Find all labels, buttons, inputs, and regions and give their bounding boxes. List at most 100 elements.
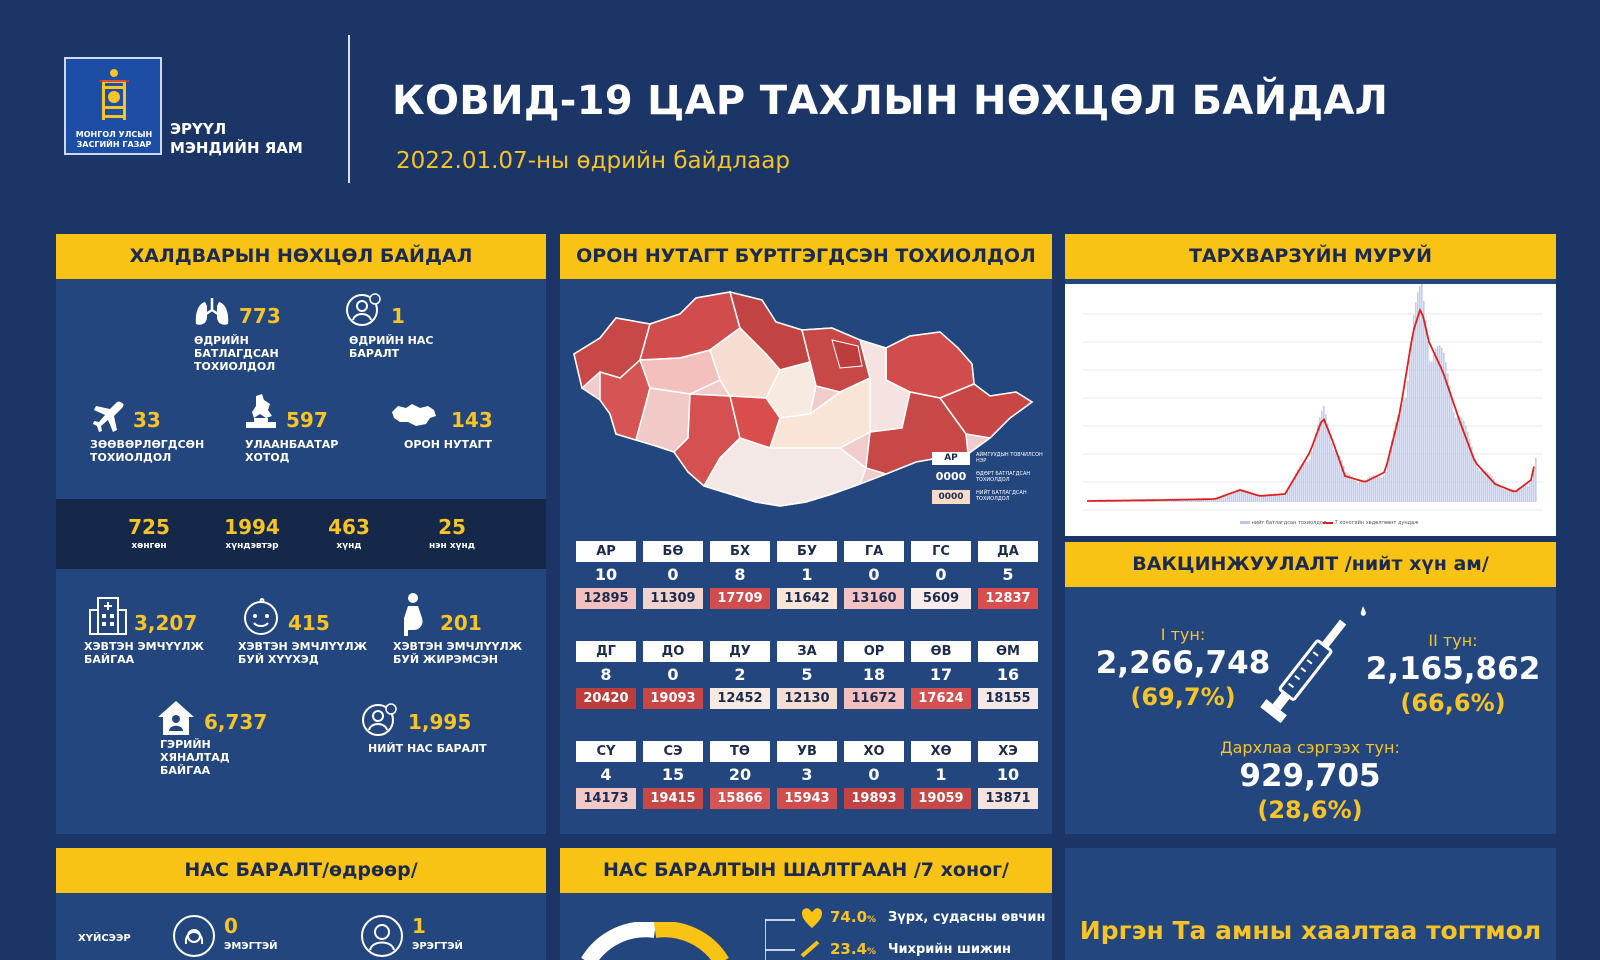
case-bar bbox=[1367, 478, 1369, 502]
case-bar bbox=[1483, 470, 1485, 502]
legend-total-text: НИЙТ БАТЛАГДСАН ТОХИОЛДОЛ bbox=[976, 490, 1027, 502]
airplane-icon bbox=[93, 401, 124, 432]
province-code: ГА bbox=[844, 541, 904, 562]
case-bar bbox=[1507, 488, 1509, 502]
case-bar bbox=[1385, 472, 1387, 502]
province-total: 17624 bbox=[911, 688, 971, 709]
case-bar bbox=[1207, 499, 1209, 502]
province-code: УВ bbox=[777, 741, 837, 762]
case-bar bbox=[1501, 487, 1503, 502]
logo-caption: МОНГОЛ УЛСЫН ЗАСГИЙН ГАЗАР bbox=[75, 130, 153, 149]
dose2-value: 2,165,862 bbox=[1365, 651, 1541, 687]
page-subtitle: 2022.01.07-ны өдрийн байдлаар bbox=[396, 148, 790, 174]
province-daily: 1 bbox=[801, 565, 813, 584]
case-bar bbox=[1295, 473, 1297, 502]
epi-chart: нийт батлагдсан тохиолдол 7 хоногийн хөд… bbox=[1065, 283, 1556, 536]
mild-value: 725 bbox=[128, 515, 170, 539]
case-bar bbox=[1387, 461, 1389, 502]
case-bar bbox=[1319, 416, 1321, 502]
header-divider bbox=[348, 35, 350, 183]
case-bar bbox=[1317, 424, 1319, 502]
case-bar bbox=[1163, 500, 1165, 502]
case-bar bbox=[1193, 499, 1195, 502]
case-bar bbox=[1307, 461, 1309, 502]
province-daily: 4 bbox=[600, 765, 612, 784]
case-bar bbox=[1219, 497, 1221, 502]
province-daily: 2 bbox=[734, 665, 746, 684]
case-bar bbox=[1531, 480, 1533, 502]
case-bar bbox=[1405, 397, 1407, 502]
case-bar bbox=[1493, 479, 1495, 502]
daily-cases-label: ӨДРИЙН БАТЛАГДСАН ТОХИОЛДОЛ bbox=[194, 334, 279, 373]
case-bar bbox=[1409, 358, 1411, 502]
case-bar bbox=[1323, 405, 1325, 502]
case-bar bbox=[1271, 494, 1273, 502]
case-bar bbox=[1461, 418, 1463, 502]
line-swatch bbox=[1323, 521, 1333, 524]
case-bar bbox=[1229, 493, 1231, 502]
case-bar bbox=[1337, 452, 1339, 502]
province-code: БХ bbox=[710, 541, 770, 562]
total-deaths-value: 1,995 bbox=[408, 710, 472, 734]
cause-1-pct: 74.0% bbox=[830, 908, 876, 926]
cause-2-text: Чихрийн шижин bbox=[888, 942, 1011, 957]
case-bar bbox=[1287, 490, 1289, 502]
gender-label: ХҮЙСЭЭР bbox=[78, 933, 131, 944]
case-bar bbox=[1445, 362, 1447, 502]
case-bar bbox=[1383, 475, 1385, 502]
case-bar bbox=[1479, 470, 1481, 502]
epi-heading: ТАРХВАРЗҮЙН МУРУЙ bbox=[1065, 234, 1556, 279]
local-heading: ОРОН НУТАГТ БҮРТГЭГДСЭН ТОХИОЛДОЛ bbox=[560, 234, 1052, 279]
vaccination-heading: ВАКЦИНЖУУЛАЛТ /нийт хүн ам/ bbox=[1065, 542, 1556, 587]
case-bar bbox=[1321, 410, 1323, 502]
case-bar bbox=[1375, 475, 1377, 502]
vaccination-panel: ВАКЦИНЖУУЛАЛТ /нийт хүн ам/ I тун: 2,266… bbox=[1065, 542, 1556, 834]
province-daily: 20 bbox=[728, 765, 752, 784]
case-bar bbox=[1297, 469, 1299, 502]
case-bar bbox=[1241, 489, 1243, 502]
children-label: ХЭВТЭН ЭМЧЛҮҮЛЖ БУЙ ХҮҮХЭД bbox=[238, 640, 368, 666]
cause-2-pct-unit: % bbox=[867, 947, 877, 957]
province-total: 15943 bbox=[777, 788, 837, 809]
province-total: 15866 bbox=[710, 788, 770, 809]
province-code: БУ bbox=[777, 541, 837, 562]
province-total: 17709 bbox=[710, 588, 770, 609]
ulaanbaatar-label: УЛААНБААТАР ХОТОД bbox=[245, 438, 339, 464]
case-bar bbox=[1509, 488, 1511, 502]
death-person-icon bbox=[346, 293, 381, 326]
province-daily: 0 bbox=[667, 665, 679, 684]
province-daily: 17 bbox=[929, 665, 953, 684]
case-bar bbox=[1177, 499, 1179, 502]
case-bar bbox=[1181, 499, 1183, 502]
case-bar bbox=[1167, 499, 1169, 502]
case-bar bbox=[1341, 460, 1343, 502]
local-panel: ОРОН НУТАГТ БҮРТГЭГДСЭН ТОХИОЛДОЛ АР АЙМ… bbox=[560, 234, 1052, 834]
case-bar bbox=[1397, 414, 1399, 502]
ministry-name: ЭРҮҮЛ МЭНДИЙН ЯАМ bbox=[170, 120, 303, 157]
male-deaths-value: 1 bbox=[412, 914, 426, 938]
case-bar bbox=[1523, 486, 1525, 502]
case-bar bbox=[1403, 399, 1405, 502]
case-bar bbox=[1345, 472, 1347, 502]
case-bar bbox=[1503, 489, 1505, 502]
case-bar bbox=[1247, 490, 1249, 502]
case-bar bbox=[1261, 496, 1263, 502]
legend-daily-text: ӨДӨРТ БАТЛАГДСАН ТОХИОЛДОЛ bbox=[976, 471, 1031, 483]
mongolia-map-icon bbox=[392, 404, 436, 426]
case-bar bbox=[1139, 500, 1141, 502]
case-bar bbox=[1425, 320, 1427, 502]
case-bar bbox=[1423, 301, 1425, 502]
province-total: 5609 bbox=[911, 588, 971, 609]
province-code: ТӨ bbox=[710, 741, 770, 762]
case-bar bbox=[1201, 498, 1203, 502]
case-bar bbox=[1157, 500, 1159, 502]
province-total: 12837 bbox=[978, 588, 1038, 609]
case-bar bbox=[1435, 349, 1437, 502]
case-bar bbox=[1217, 498, 1219, 502]
case-bar bbox=[1471, 446, 1473, 502]
province-total: 19415 bbox=[643, 788, 703, 809]
case-bar bbox=[1419, 285, 1421, 502]
province-daily: 15 bbox=[661, 765, 685, 784]
case-bar bbox=[1399, 409, 1401, 502]
province-code: БӨ bbox=[643, 541, 703, 562]
